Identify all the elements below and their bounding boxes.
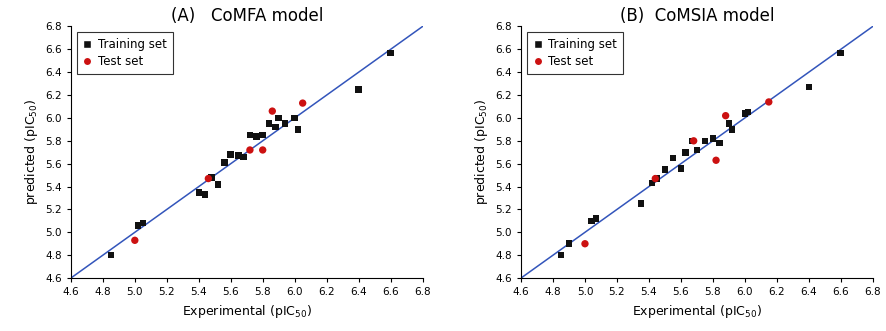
Point: [584, 218, 598, 223]
Point: [554, 253, 568, 258]
Point: [352, 87, 366, 92]
Point: [633, 201, 648, 206]
Point: [265, 109, 279, 114]
Point: [719, 113, 733, 118]
Point: [562, 241, 576, 246]
Point: [296, 100, 310, 106]
Point: [834, 50, 848, 55]
Point: [649, 176, 663, 181]
Title: (A)   CoMFA model: (A) CoMFA model: [170, 7, 323, 25]
Point: [249, 134, 263, 139]
Point: [673, 166, 688, 171]
Y-axis label: predicted (pIC$_{50}$): predicted (pIC$_{50}$): [23, 99, 40, 205]
Point: [384, 50, 398, 55]
Legend: Training set, Test set: Training set, Test set: [77, 32, 173, 74]
Point: [211, 182, 225, 187]
Point: [709, 158, 723, 163]
Point: [243, 132, 257, 138]
Point: [256, 132, 270, 138]
Point: [217, 160, 231, 165]
Point: [657, 167, 672, 172]
Point: [291, 127, 305, 132]
Point: [725, 127, 739, 132]
Point: [679, 150, 693, 155]
Point: [201, 176, 215, 181]
Point: [262, 121, 276, 126]
Point: [191, 190, 206, 195]
Point: [712, 140, 727, 146]
Point: [578, 241, 592, 246]
Y-axis label: predicted (pIC$_{50}$): predicted (pIC$_{50}$): [473, 99, 490, 205]
Point: [237, 154, 251, 160]
Point: [278, 121, 292, 126]
Point: [205, 175, 219, 180]
Point: [589, 216, 603, 221]
Point: [131, 223, 145, 228]
Point: [223, 152, 237, 157]
Point: [685, 138, 699, 143]
Point: [665, 155, 680, 161]
Point: [198, 192, 213, 197]
Point: [231, 153, 245, 158]
Title: (B)  CoMSIA model: (B) CoMSIA model: [619, 7, 774, 25]
Point: [762, 99, 776, 105]
Point: [722, 121, 736, 126]
X-axis label: Experimental (pIC$_{50}$): Experimental (pIC$_{50}$): [632, 303, 762, 320]
Point: [288, 115, 302, 120]
Point: [687, 138, 701, 143]
Point: [738, 111, 752, 116]
Point: [802, 84, 816, 90]
Point: [268, 124, 283, 130]
Point: [649, 176, 664, 181]
Point: [645, 180, 659, 186]
Point: [243, 147, 257, 153]
Point: [741, 110, 755, 115]
Legend: Training set, Test set: Training set, Test set: [527, 32, 623, 74]
Point: [706, 136, 720, 141]
Point: [272, 115, 286, 120]
Point: [690, 147, 704, 153]
Point: [104, 253, 118, 258]
Point: [698, 138, 712, 143]
Point: [136, 220, 150, 226]
Point: [256, 147, 270, 153]
X-axis label: Experimental (pIC$_{50}$): Experimental (pIC$_{50}$): [182, 303, 312, 320]
Point: [128, 238, 142, 243]
